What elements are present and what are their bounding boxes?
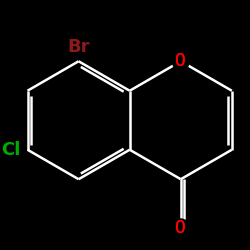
Text: O: O: [175, 218, 186, 236]
Text: O: O: [175, 52, 186, 70]
Text: O: O: [175, 52, 186, 70]
Circle shape: [172, 219, 189, 236]
Circle shape: [172, 53, 189, 70]
Text: Cl: Cl: [2, 141, 21, 159]
Text: O: O: [175, 218, 186, 236]
Text: Br: Br: [67, 38, 90, 56]
